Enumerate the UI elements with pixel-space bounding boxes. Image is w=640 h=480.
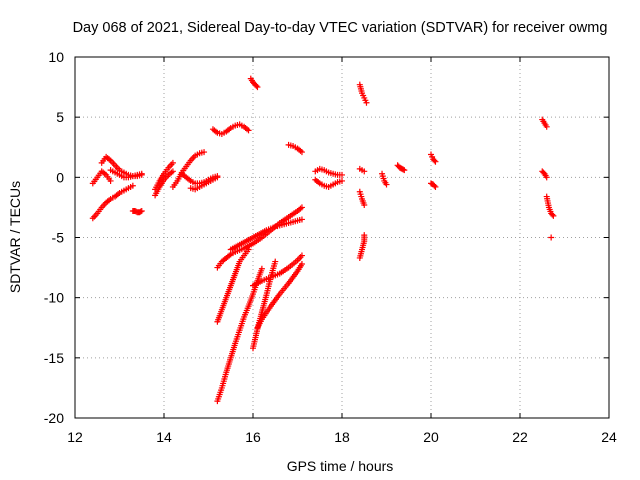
data-point [214, 174, 221, 181]
series-arc-17.4-dip [312, 176, 345, 190]
series-arc-15.6-long [227, 216, 305, 253]
data-point [254, 84, 261, 91]
series-arc-16.8-short [285, 141, 305, 156]
x-tick-label: 20 [423, 429, 439, 445]
data-point [361, 232, 368, 239]
y-tick-label: -10 [44, 290, 64, 306]
data-point [245, 127, 252, 134]
y-tick-labels: 10 5 0 -5 -10 -15 -20 [44, 49, 64, 426]
series-arc-20-pair [428, 151, 439, 165]
y-tick-label: 5 [56, 109, 64, 125]
y-tick-label: 0 [56, 169, 64, 185]
y-tick-label: -5 [52, 230, 65, 246]
y-tick-label: -20 [44, 410, 64, 426]
data-point [401, 167, 408, 174]
x-tick-label: 18 [334, 429, 350, 445]
y-axis-title: SDTVAR / TECUs [7, 181, 23, 293]
data-point [272, 258, 279, 265]
gridlines [75, 57, 609, 418]
data-point [540, 169, 547, 176]
data-point [129, 182, 136, 189]
series-arc-15.1-hump [209, 121, 252, 138]
data-point [432, 183, 439, 190]
series-arc-16.2-steep [254, 260, 305, 331]
x-axis-title: GPS time / hours [287, 458, 394, 474]
data-point [543, 174, 550, 181]
data-point [550, 212, 557, 219]
y-tick-label: 10 [48, 49, 64, 65]
x-tick-label: 16 [245, 429, 261, 445]
data-point [431, 182, 438, 189]
series-arc-16-flat [250, 252, 305, 289]
data-point [298, 204, 305, 211]
series-arc-22.5-top [539, 116, 550, 130]
series-arc-22.5-zero [539, 168, 550, 181]
x-tick-label: 12 [67, 429, 83, 445]
data-point [169, 168, 176, 175]
data-point [298, 216, 305, 223]
series-arc-18.4-low [356, 232, 368, 261]
plot-frame [74, 56, 610, 419]
series-arc-13.3-dash [129, 208, 145, 216]
data-points [89, 75, 557, 405]
data-point [107, 177, 114, 184]
chart-title: Day 068 of 2021, Sidereal Day-to-day VTE… [73, 20, 608, 36]
data-point [339, 177, 345, 184]
data-point [298, 260, 305, 267]
series-arc-13.8-low [152, 168, 176, 199]
series-arc-15.2-drop [214, 246, 252, 325]
data-point [361, 168, 368, 175]
x-tick-label: 14 [156, 429, 172, 445]
series-arc-17.4-cluster [312, 165, 345, 178]
data-point [201, 149, 208, 156]
data-point [298, 252, 305, 259]
data-point [543, 123, 550, 130]
data-point [432, 158, 439, 165]
series-arc-18.9-pair [379, 170, 390, 188]
series-arc-20-low [428, 180, 439, 190]
data-point [137, 208, 144, 215]
y-tick-label: -15 [44, 350, 64, 366]
data-point [431, 157, 438, 164]
series-arc-18.4-zero [356, 165, 368, 175]
data-point [361, 202, 368, 209]
data-point [339, 171, 345, 178]
series-arc-16-mid [250, 258, 279, 352]
series-arc-22.6-low [543, 193, 557, 219]
data-point [383, 181, 390, 188]
data-point [138, 208, 145, 215]
data-point [400, 166, 407, 173]
series-arc-19.3-pair [394, 162, 408, 174]
series-arc-12.8-low [107, 167, 145, 181]
x-tick-label: 22 [512, 429, 528, 445]
series-arc-12.4-up [89, 182, 136, 222]
series-arc-16-top [247, 75, 261, 91]
data-point [363, 99, 370, 106]
data-point [298, 149, 305, 156]
x-tick-label: 24 [601, 429, 617, 445]
data-point [549, 211, 556, 218]
data-point [138, 170, 145, 177]
data-point [548, 234, 555, 241]
x-tick-labels: 12 14 16 18 20 22 24 [67, 429, 617, 445]
data-point [253, 82, 260, 89]
series-arc-18.4-mid [356, 188, 368, 209]
series-arc-18.4-top [356, 81, 370, 106]
data-point [258, 265, 265, 272]
data-point [245, 246, 252, 253]
series-arc-14.6-flat [187, 174, 221, 193]
data-point [169, 159, 176, 166]
series-arc-12.4-mid [89, 168, 114, 187]
series-arc-14.3-rise [169, 149, 208, 190]
series-arc-22.7-single [548, 234, 555, 241]
